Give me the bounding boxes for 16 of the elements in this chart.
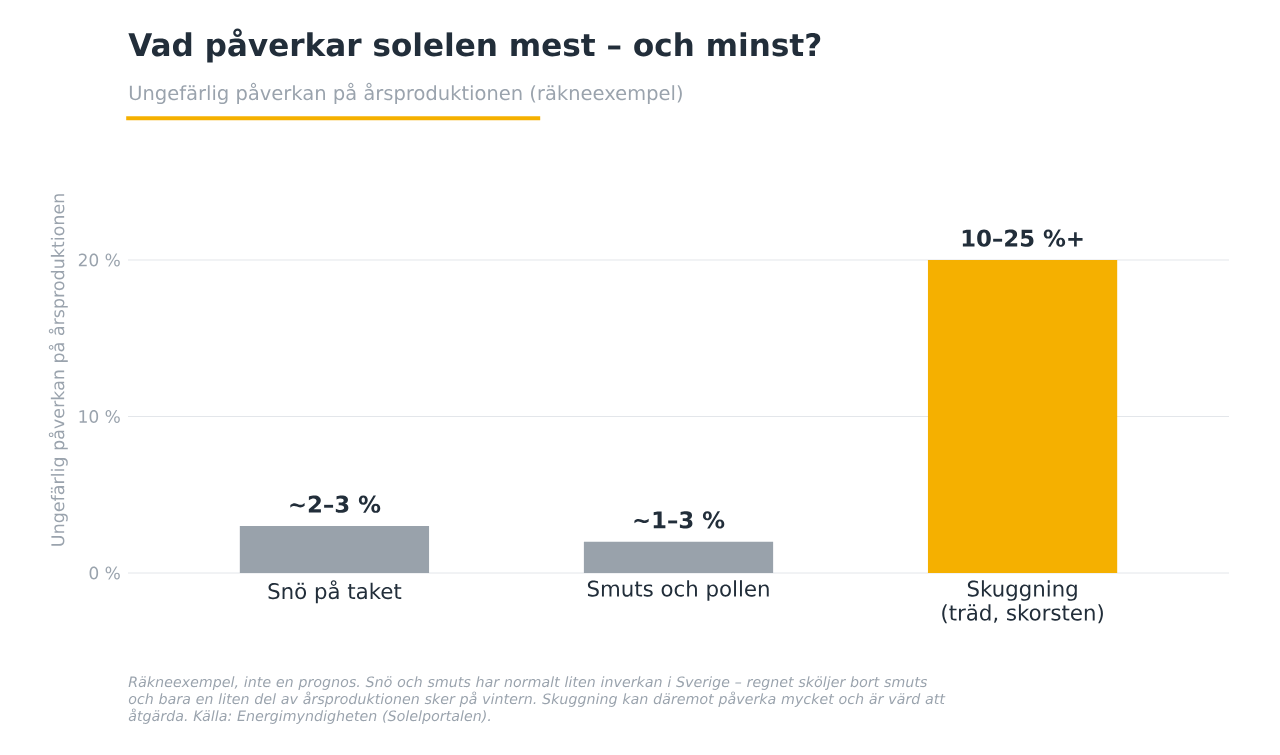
bar <box>927 260 1118 573</box>
y-tick-label: 10 % <box>79 410 120 423</box>
bar <box>583 541 774 573</box>
x-tick-label: Snö på taket <box>268 580 402 604</box>
x-tick-label: Skuggning (träd, skorsten) <box>942 580 1103 624</box>
annotation: 10–25 %+ <box>962 229 1083 247</box>
x-tick-label: Smuts och pollen <box>587 580 769 601</box>
annotation: ~2–3 % <box>290 495 381 513</box>
y-tick-label: 0 % <box>89 566 120 580</box>
bar <box>239 526 430 573</box>
text: Räkneexempel, inte en prognos. Snö och smuts har normalt liten inverkan i Sverige – regnet sköljer bort smuts och bara en liten del av årsproduktionen sker på vintern. Skuggning kan däremot påverka mycket och är värd att åtgärda. Källa: Energimyndigheten (Solelportalen). <box>128 676 946 724</box>
y-tick-label: 20 % <box>78 253 120 267</box>
y-axis-title: Ungefärlig påverkan på årsproduktionen <box>48 194 68 546</box>
chart-subtitle: Ungefärlig påverkan på årsproduktionen (räkneexempel) <box>129 82 682 105</box>
annotation: ~1–3 % <box>634 511 725 529</box>
chart-title: Vad påverkar solelen mest – och minst? <box>128 28 821 63</box>
